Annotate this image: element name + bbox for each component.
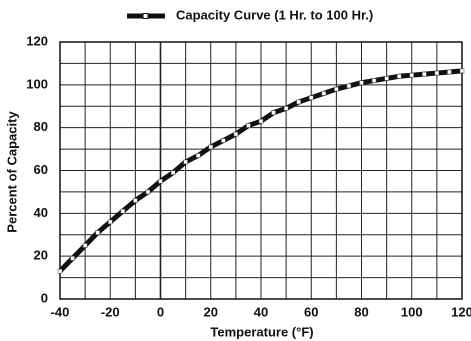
point-marker (258, 118, 264, 124)
legend-marker (142, 13, 149, 19)
legend-label: Capacity Curve (1 Hr. to 100 Hr.) (176, 7, 373, 22)
y-tick-label: 80 (34, 119, 48, 134)
point-marker (371, 78, 377, 83)
point-marker (221, 138, 226, 143)
point-marker (95, 230, 100, 235)
point-marker (283, 106, 289, 111)
y-axis-title: Percent of Capacity (4, 111, 19, 233)
x-tick-label: -40 (51, 304, 70, 319)
y-tick-label: 120 (26, 33, 48, 48)
x-tick-label: 0 (157, 304, 164, 319)
point-marker (384, 76, 389, 81)
x-tick-label: 40 (254, 304, 268, 319)
y-tick-label: 60 (34, 162, 48, 177)
point-marker (57, 268, 63, 274)
point-marker (195, 153, 201, 158)
y-tick-label: 100 (26, 76, 48, 91)
x-tick-label: 80 (354, 304, 368, 319)
point-marker (208, 144, 214, 150)
point-marker (396, 73, 402, 79)
point-marker (107, 219, 113, 225)
point-marker (133, 198, 138, 203)
x-tick-label: 120 (451, 304, 471, 319)
x-tick-label: 100 (401, 304, 423, 319)
point-marker (334, 86, 339, 92)
point-marker (70, 256, 75, 261)
x-tick-label: 20 (204, 304, 218, 319)
point-marker (158, 178, 163, 184)
point-marker (233, 131, 239, 137)
x-tick-label: -20 (101, 304, 120, 319)
point-marker (346, 83, 352, 89)
point-marker (183, 159, 188, 165)
point-marker (271, 110, 276, 115)
point-marker (120, 208, 126, 214)
y-tick-label: 0 (41, 290, 48, 305)
point-marker (422, 71, 427, 77)
point-marker (321, 91, 327, 96)
point-marker (459, 68, 465, 74)
point-marker (447, 69, 452, 75)
x-tick-label: 60 (304, 304, 318, 319)
point-marker (246, 123, 251, 128)
point-marker (170, 170, 176, 175)
point-marker (296, 99, 301, 105)
y-tick-label: 20 (34, 248, 48, 263)
point-marker (145, 189, 151, 195)
point-marker (409, 72, 415, 78)
plot-frame (59, 41, 463, 300)
x-axis-title: Temperature (°F) (210, 324, 313, 339)
point-marker (434, 70, 440, 76)
point-marker (308, 95, 314, 100)
point-marker (82, 243, 88, 248)
y-tick-label: 40 (34, 205, 48, 220)
point-marker (359, 80, 364, 85)
